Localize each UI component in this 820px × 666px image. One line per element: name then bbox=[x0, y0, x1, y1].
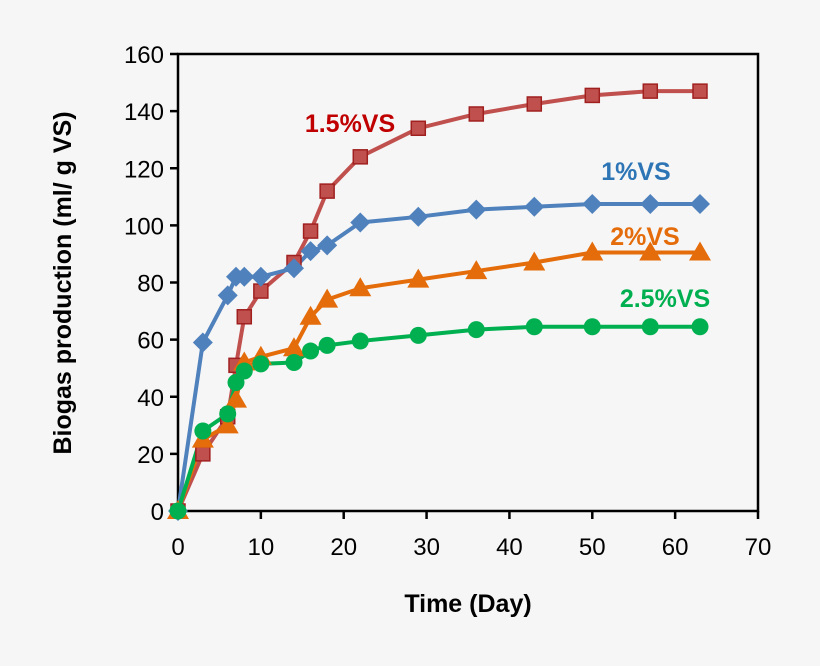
y-tick-label: 0 bbox=[151, 499, 164, 526]
data-point-2%VS bbox=[316, 288, 339, 308]
y-tick-label: 120 bbox=[124, 156, 164, 183]
data-point-1.5%VS bbox=[236, 309, 253, 325]
series-label: 1%VS bbox=[601, 158, 670, 186]
data-point-1%VS bbox=[250, 266, 271, 287]
y-tick-label: 40 bbox=[137, 385, 164, 412]
data-point-2%VS bbox=[523, 251, 546, 271]
data-point-2.5%VS bbox=[169, 502, 187, 520]
x-tick-label: 0 bbox=[171, 534, 184, 561]
data-point-2.5%VS bbox=[194, 422, 212, 440]
data-point-2%VS bbox=[689, 241, 711, 261]
data-point-1.5%VS bbox=[410, 120, 427, 137]
data-point-2.5%VS bbox=[219, 405, 237, 423]
data-point-2%VS bbox=[639, 241, 662, 261]
x-tick-label: 60 bbox=[662, 534, 689, 561]
data-point-2.5%VS bbox=[252, 355, 270, 373]
data-point-2%VS bbox=[283, 337, 305, 357]
data-point-1.5%VS bbox=[302, 223, 319, 239]
series-line-1%VS bbox=[176, 201, 700, 512]
data-point-2%VS bbox=[299, 305, 322, 325]
data-point-1.5%VS bbox=[195, 446, 211, 462]
data-point-1%VS bbox=[317, 235, 338, 256]
data-point-2%VS bbox=[407, 268, 430, 288]
data-point-2.5%VS bbox=[467, 321, 485, 339]
y-tick-label: 160 bbox=[124, 42, 164, 69]
data-point-1%VS bbox=[690, 193, 710, 214]
data-point-1%VS bbox=[300, 241, 321, 262]
y-axis-label: Biogas production (ml/ g VS) bbox=[49, 111, 77, 454]
data-point-1.5%VS bbox=[642, 83, 659, 99]
series-label: 1.5%VS bbox=[305, 110, 395, 138]
data-point-2.5%VS bbox=[285, 353, 303, 371]
series-label: 2.5%VS bbox=[620, 285, 710, 313]
data-point-1%VS bbox=[466, 199, 487, 220]
data-point-2%VS bbox=[349, 277, 372, 297]
y-tick-label: 80 bbox=[137, 271, 164, 298]
data-point-2%VS bbox=[225, 388, 247, 408]
data-point-1.5%VS bbox=[526, 96, 543, 112]
data-point-1%VS bbox=[582, 193, 603, 214]
data-point-2.5%VS bbox=[641, 318, 659, 336]
data-point-1%VS bbox=[524, 196, 545, 217]
series-label: 2%VS bbox=[610, 223, 679, 251]
data-point-2.5%VS bbox=[583, 318, 601, 336]
x-tick-label: 30 bbox=[413, 534, 440, 561]
data-point-1%VS bbox=[234, 266, 255, 287]
y-tick-label: 20 bbox=[137, 442, 164, 469]
data-point-1%VS bbox=[408, 206, 429, 227]
data-point-2.5%VS bbox=[409, 326, 427, 344]
data-point-2.5%VS bbox=[302, 342, 320, 360]
data-point-1%VS bbox=[192, 332, 213, 353]
y-tick-label: 100 bbox=[124, 213, 164, 240]
data-point-2.5%VS bbox=[235, 362, 253, 380]
data-point-1.5%VS bbox=[468, 106, 485, 122]
data-point-1%VS bbox=[217, 285, 238, 306]
y-tick-label: 60 bbox=[137, 328, 164, 355]
data-point-1%VS bbox=[350, 212, 371, 233]
data-point-1.5%VS bbox=[319, 183, 335, 199]
x-tick-label: 70 bbox=[745, 534, 772, 561]
x-tick-label: 50 bbox=[579, 534, 606, 561]
x-tick-label: 10 bbox=[248, 534, 275, 561]
data-point-2%VS bbox=[581, 241, 604, 261]
data-point-2.5%VS bbox=[318, 336, 336, 354]
y-tick-label: 140 bbox=[124, 99, 164, 126]
data-point-2.5%VS bbox=[691, 318, 709, 336]
x-tick-label: 20 bbox=[330, 534, 357, 561]
data-point-1.5%VS bbox=[692, 83, 708, 99]
data-point-1%VS bbox=[640, 193, 661, 214]
data-point-2.5%VS bbox=[351, 332, 369, 350]
data-point-1.5%VS bbox=[352, 149, 369, 165]
data-point-2.5%VS bbox=[525, 318, 543, 336]
data-point-2%VS bbox=[465, 260, 488, 280]
x-tick-label: 40 bbox=[496, 534, 523, 561]
data-point-2%VS bbox=[216, 414, 239, 434]
x-axis-label: Time (Day) bbox=[404, 590, 531, 618]
data-point-1%VS bbox=[284, 258, 304, 279]
data-point-1.5%VS bbox=[584, 87, 601, 104]
